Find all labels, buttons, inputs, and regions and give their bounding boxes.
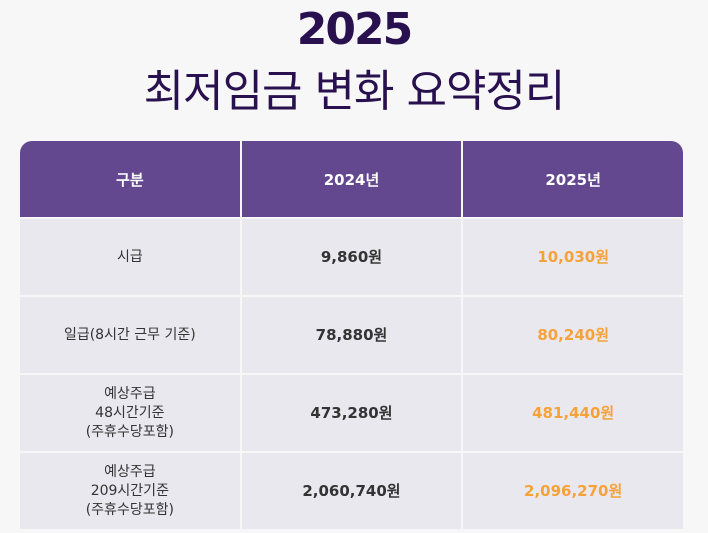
table-row: 일급(8시간 근무 기준) 78,880원 80,240원 — [20, 297, 683, 373]
value-2025: 481,440원 — [463, 375, 683, 451]
value-2025: 10,030원 — [463, 219, 683, 295]
value-2025: 80,240원 — [463, 297, 683, 373]
table-row: 예상주급 209시간기준 (주휴수당포함) 2,060,740원 2,096,2… — [20, 453, 683, 529]
row-label: 예상주급 209시간기준 (주휴수당포함) — [20, 453, 240, 529]
row-label: 예상주급 48시간기준 (주휴수당포함) — [20, 375, 240, 451]
table-row: 시급 9,860원 10,030원 — [20, 219, 683, 295]
wage-table: 구분 2024년 2025년 시급 9,860원 10,030원 일급(8시간 … — [18, 139, 685, 531]
year-heading: 2025 — [296, 4, 413, 55]
table-header-row: 구분 2024년 2025년 — [20, 141, 683, 217]
column-header-2025: 2025년 — [463, 141, 683, 217]
page-title: 최저임금 변화 요약정리 — [143, 66, 566, 117]
row-label: 시급 — [20, 219, 240, 295]
value-2024: 2,060,740원 — [241, 453, 462, 529]
column-header-category: 구분 — [20, 141, 240, 217]
value-2024: 9,860원 — [241, 219, 462, 295]
value-2025: 2,096,270원 — [463, 453, 683, 529]
row-label: 일급(8시간 근무 기준) — [20, 297, 240, 373]
value-2024: 473,280원 — [241, 375, 462, 451]
table-row: 예상주급 48시간기준 (주휴수당포함) 473,280원 481,440원 — [20, 375, 683, 451]
value-2024: 78,880원 — [241, 297, 462, 373]
column-header-2024: 2024년 — [241, 141, 462, 217]
